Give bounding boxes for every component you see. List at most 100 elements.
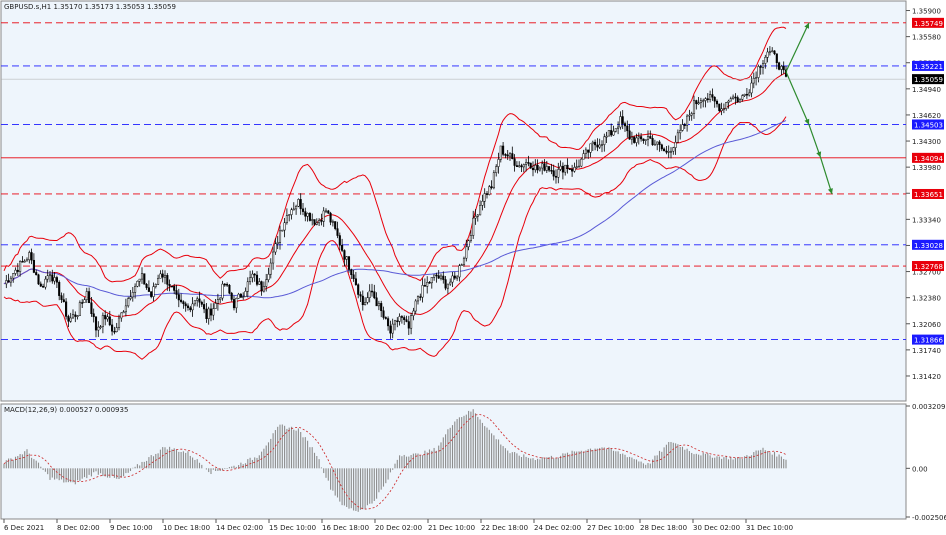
- candle[interactable]: [14, 267, 17, 276]
- candle[interactable]: [738, 98, 742, 103]
- candle[interactable]: [223, 283, 226, 287]
- candle[interactable]: [619, 111, 622, 130]
- candle[interactable]: [607, 130, 610, 137]
- candle[interactable]: [534, 159, 537, 173]
- candle[interactable]: [83, 297, 86, 303]
- candle[interactable]: [384, 316, 387, 320]
- candle[interactable]: [23, 259, 26, 263]
- candle[interactable]: [106, 313, 109, 322]
- candle[interactable]: [640, 133, 643, 142]
- candle[interactable]: [709, 90, 712, 103]
- candle[interactable]: [732, 94, 735, 100]
- candle[interactable]: [711, 88, 714, 101]
- candle[interactable]: [285, 208, 288, 225]
- candle[interactable]: [260, 280, 263, 296]
- candle[interactable]: [341, 238, 344, 253]
- candle[interactable]: [465, 239, 468, 262]
- candle[interactable]: [377, 300, 380, 311]
- candle[interactable]: [124, 298, 127, 317]
- candle[interactable]: [182, 300, 185, 309]
- candle[interactable]: [389, 320, 392, 339]
- candle[interactable]: [301, 202, 305, 216]
- candle[interactable]: [582, 149, 585, 160]
- candle[interactable]: [244, 287, 247, 298]
- candle[interactable]: [30, 248, 33, 265]
- candle[interactable]: [297, 198, 300, 208]
- candle[interactable]: [228, 284, 231, 295]
- candle[interactable]: [290, 207, 293, 220]
- candle[interactable]: [251, 270, 254, 283]
- candle[interactable]: [48, 270, 52, 283]
- candle[interactable]: [375, 292, 378, 307]
- candle[interactable]: [561, 162, 564, 180]
- candle[interactable]: [304, 207, 307, 222]
- candle[interactable]: [435, 272, 438, 283]
- candle[interactable]: [419, 293, 422, 301]
- candle[interactable]: [189, 305, 192, 313]
- candle[interactable]: [122, 310, 125, 314]
- candle[interactable]: [451, 271, 454, 288]
- candle[interactable]: [771, 47, 774, 53]
- candle[interactable]: [626, 120, 629, 138]
- candle[interactable]: [143, 273, 146, 285]
- candle[interactable]: [633, 135, 636, 144]
- candle[interactable]: [272, 246, 275, 270]
- candle[interactable]: [727, 99, 730, 109]
- candle[interactable]: [44, 276, 47, 290]
- candle[interactable]: [295, 204, 298, 215]
- candle[interactable]: [628, 123, 631, 140]
- candle[interactable]: [150, 291, 153, 299]
- candle[interactable]: [761, 60, 765, 75]
- candle[interactable]: [246, 277, 249, 298]
- candle[interactable]: [60, 292, 63, 304]
- candle[interactable]: [428, 281, 431, 284]
- candle[interactable]: [345, 256, 348, 266]
- candle[interactable]: [191, 297, 194, 317]
- candle[interactable]: [573, 162, 576, 173]
- candle[interactable]: [674, 135, 677, 155]
- candle[interactable]: [557, 162, 560, 184]
- candle[interactable]: [127, 296, 130, 308]
- candle[interactable]: [605, 131, 608, 144]
- candle[interactable]: [267, 267, 270, 283]
- candle[interactable]: [170, 285, 173, 288]
- candle[interactable]: [575, 159, 578, 170]
- candle[interactable]: [53, 272, 56, 285]
- candle[interactable]: [729, 96, 732, 102]
- candle[interactable]: [157, 274, 160, 285]
- candle[interactable]: [669, 147, 673, 159]
- candle[interactable]: [104, 310, 107, 326]
- candle[interactable]: [513, 154, 516, 172]
- candle[interactable]: [35, 269, 38, 276]
- candle[interactable]: [426, 276, 429, 294]
- candle[interactable]: [42, 283, 45, 288]
- candle[interactable]: [117, 314, 121, 331]
- candle[interactable]: [88, 287, 91, 304]
- candle[interactable]: [269, 258, 272, 279]
- candle[interactable]: [200, 300, 203, 307]
- candle[interactable]: [359, 291, 362, 302]
- candle[interactable]: [343, 249, 346, 267]
- candle[interactable]: [718, 103, 721, 112]
- candle[interactable]: [554, 169, 558, 184]
- candle[interactable]: [621, 110, 624, 130]
- candle[interactable]: [232, 295, 236, 311]
- candle[interactable]: [400, 315, 403, 324]
- candle[interactable]: [207, 306, 210, 325]
- candle[interactable]: [203, 299, 206, 314]
- candle[interactable]: [722, 103, 725, 114]
- candle[interactable]: [543, 159, 546, 172]
- candle[interactable]: [623, 121, 627, 132]
- forecast-arrow-path[interactable]: [785, 71, 833, 195]
- candle[interactable]: [665, 145, 668, 155]
- candle[interactable]: [205, 303, 208, 323]
- candle[interactable]: [212, 303, 215, 321]
- candle[interactable]: [65, 298, 68, 320]
- candle[interactable]: [637, 132, 640, 145]
- candle[interactable]: [596, 138, 599, 152]
- candle[interactable]: [492, 170, 495, 190]
- candle[interactable]: [564, 164, 567, 176]
- candle[interactable]: [545, 160, 548, 173]
- candle[interactable]: [226, 282, 229, 288]
- candle[interactable]: [396, 317, 399, 328]
